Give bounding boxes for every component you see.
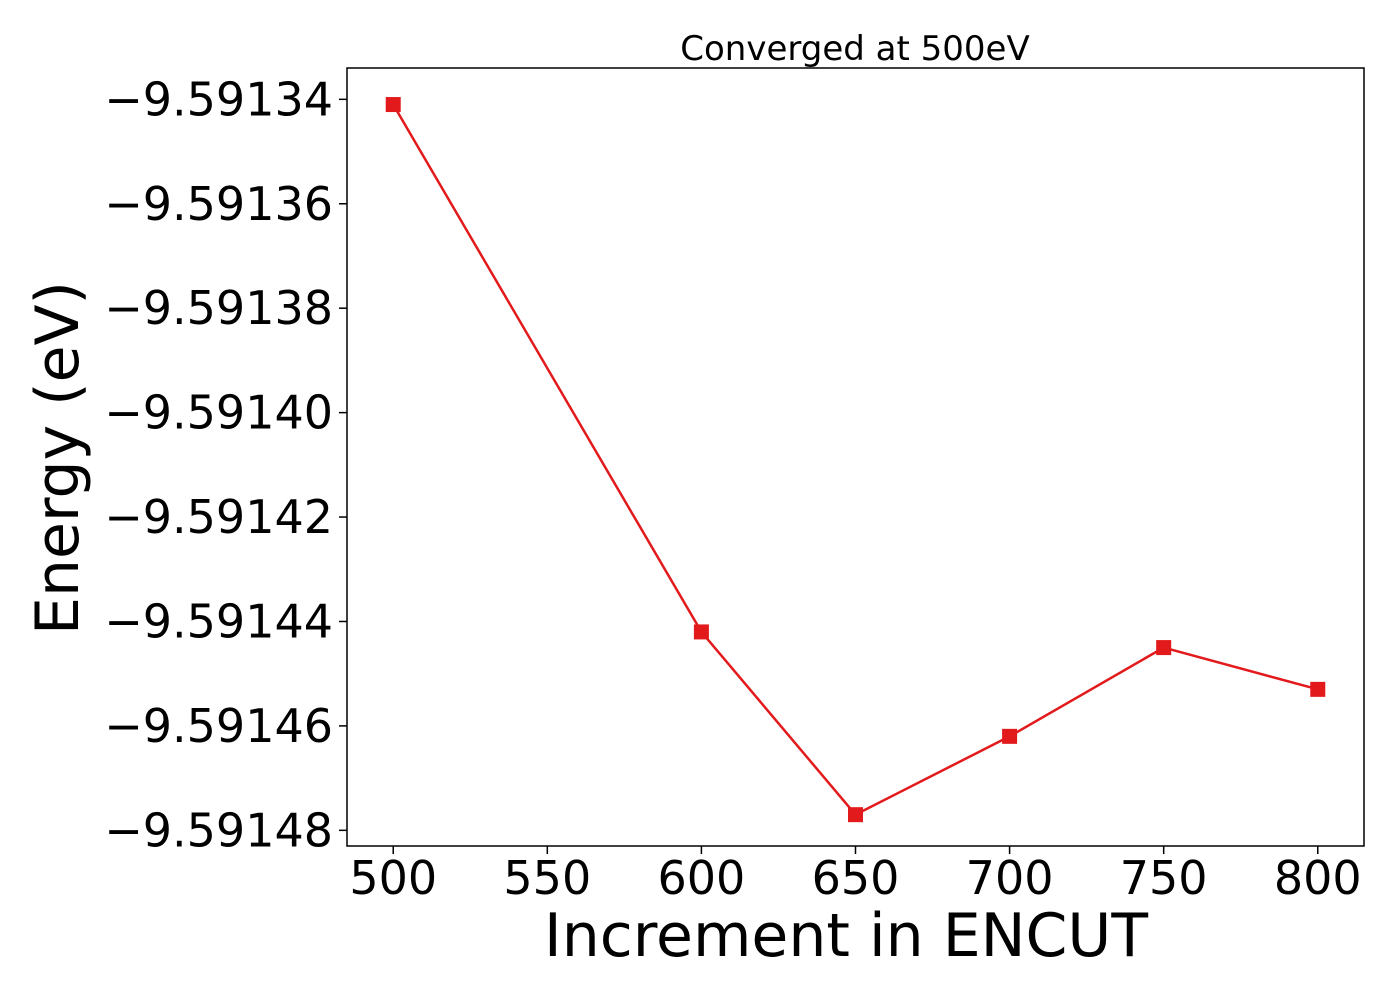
y-tick-label: −9.59146: [104, 699, 333, 753]
data-point-marker: [1310, 681, 1326, 697]
plot-area: [385, 97, 1326, 823]
x-tick-label: 700: [966, 851, 1054, 905]
data-point-marker: [385, 97, 401, 113]
x-tick-label: 600: [658, 851, 746, 905]
chart-title: Converged at 500eV: [680, 29, 1029, 69]
x-axis: 500 550 600 650 700 750 800: [349, 846, 1362, 905]
data-point-marker: [1156, 640, 1172, 656]
x-tick-label: 800: [1274, 851, 1362, 905]
y-tick-label: −9.59138: [104, 281, 333, 335]
data-point-marker: [848, 807, 863, 823]
data-point-marker: [693, 624, 709, 640]
x-tick-label: 500: [349, 851, 437, 905]
y-tick-label: −9.59136: [104, 177, 333, 231]
y-axis-label: Energy (eV): [23, 281, 93, 635]
x-tick-label: 750: [1120, 851, 1208, 905]
y-tick-label: −9.59144: [104, 594, 333, 648]
x-tick-label: 650: [812, 851, 900, 905]
y-axis: −9.59134 −9.59136 −9.59138 −9.59140 −9.59142…: [104, 72, 347, 857]
series-line: [392, 103, 1319, 816]
y-tick-label: −9.59140: [104, 386, 333, 440]
data-point-marker: [1002, 728, 1018, 744]
y-tick-label: −9.59134: [104, 72, 333, 126]
x-tick-label: 550: [503, 851, 591, 905]
y-tick-label: −9.59142: [104, 490, 333, 544]
x-axis-label: Increment in ENCUT: [544, 901, 1148, 971]
y-tick-label: −9.59148: [104, 803, 333, 857]
